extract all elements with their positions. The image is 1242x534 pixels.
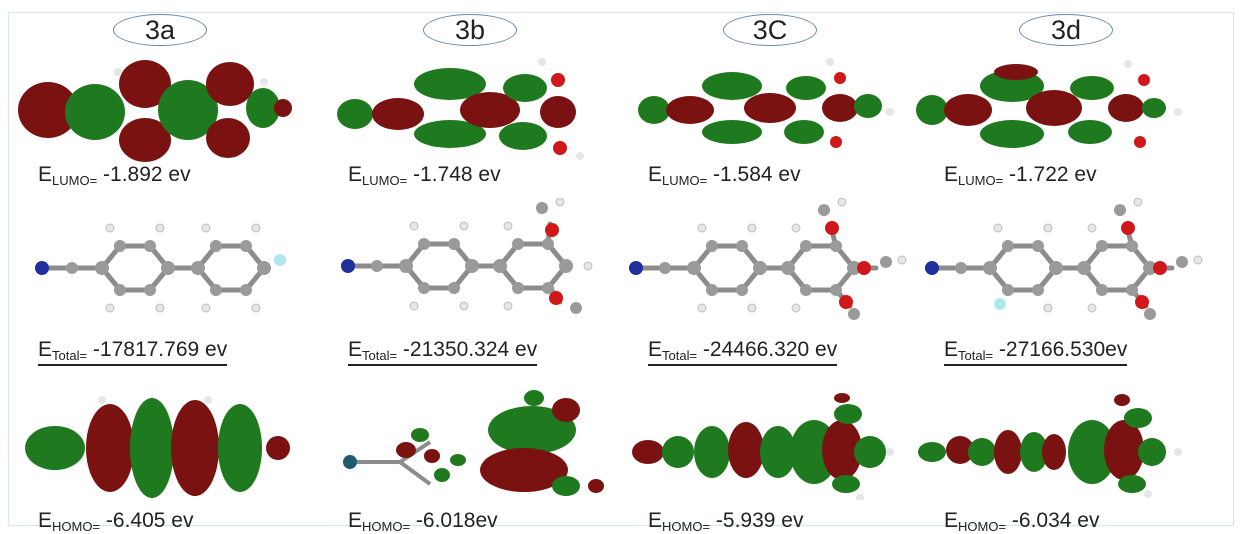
homo-orbital-3d xyxy=(918,394,1182,498)
homo-orbital-3c xyxy=(632,393,894,500)
lumo-orbital-3c xyxy=(638,58,894,148)
column-3c: 3C ELUMO= -1.584 ev ETotal= -24466.320 e… xyxy=(620,0,920,534)
molecule-structure-3d xyxy=(925,198,1203,320)
molecule-structure-3a xyxy=(35,223,286,313)
compound-title: 3d xyxy=(1019,14,1113,46)
molecule-structure-3c xyxy=(629,198,907,320)
column-3d: 3d ELUMO= -1.722 ev ETotal= -27166.530ev xyxy=(916,0,1216,534)
lumo-energy-label: ELUMO= -1.584 ev xyxy=(648,163,801,188)
compound-title: 3b xyxy=(423,14,517,46)
total-energy-label: ETotal= -24466.320 ev xyxy=(648,338,838,366)
total-energy-label: ETotal= -21350.324 ev xyxy=(348,338,538,366)
lumo-energy-label: ELUMO= -1.748 ev xyxy=(348,163,501,188)
compound-title: 3a xyxy=(113,14,207,46)
homo-energy-label: EHOMO= -6.405 ev xyxy=(38,509,194,534)
figure-frame xyxy=(8,12,1234,526)
compound-title: 3C xyxy=(723,14,817,46)
lumo-orbital-3a xyxy=(18,60,292,162)
molecule-structure-3b xyxy=(341,198,593,314)
homo-orbital-3b xyxy=(343,390,604,496)
lumo-energy-label: ELUMO= -1.892 ev xyxy=(38,163,191,188)
total-energy-label: ETotal= -27166.530ev xyxy=(944,338,1128,366)
homo-energy-label: EHOMO= -5.939 ev xyxy=(648,509,804,534)
lumo-orbital-3b xyxy=(337,58,584,160)
lumo-energy-label: ELUMO= -1.722 ev xyxy=(944,163,1097,188)
lumo-orbital-3d xyxy=(916,60,1182,148)
homo-energy-label: EHOMO= -6.018ev xyxy=(348,509,498,534)
homo-energy-label: EHOMO= -6.034 ev xyxy=(944,509,1100,534)
column-3a: 3a ELUMO= -1.892 ev ETotal= -17817.769 e… xyxy=(10,0,310,534)
column-3b: 3b ELUMO= -1.748 ev ETotal= -21350.324 e… xyxy=(320,0,620,534)
total-energy-label: ETotal= -17817.769 ev xyxy=(38,338,228,366)
homo-orbital-3a xyxy=(25,396,290,498)
